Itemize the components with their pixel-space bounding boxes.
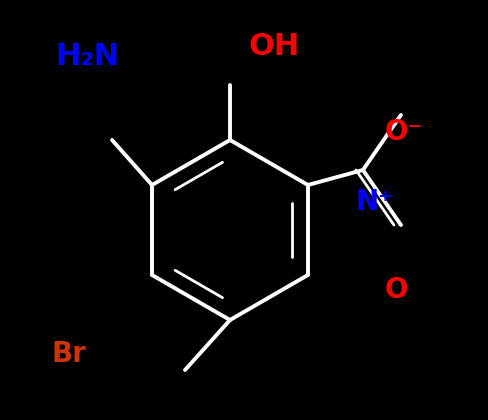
Text: H₂N: H₂N: [55, 42, 119, 71]
Text: N⁺: N⁺: [355, 188, 393, 216]
Text: O⁻: O⁻: [385, 118, 423, 146]
Text: O: O: [385, 276, 408, 304]
Text: Br: Br: [52, 340, 87, 368]
Text: OH: OH: [248, 32, 299, 61]
